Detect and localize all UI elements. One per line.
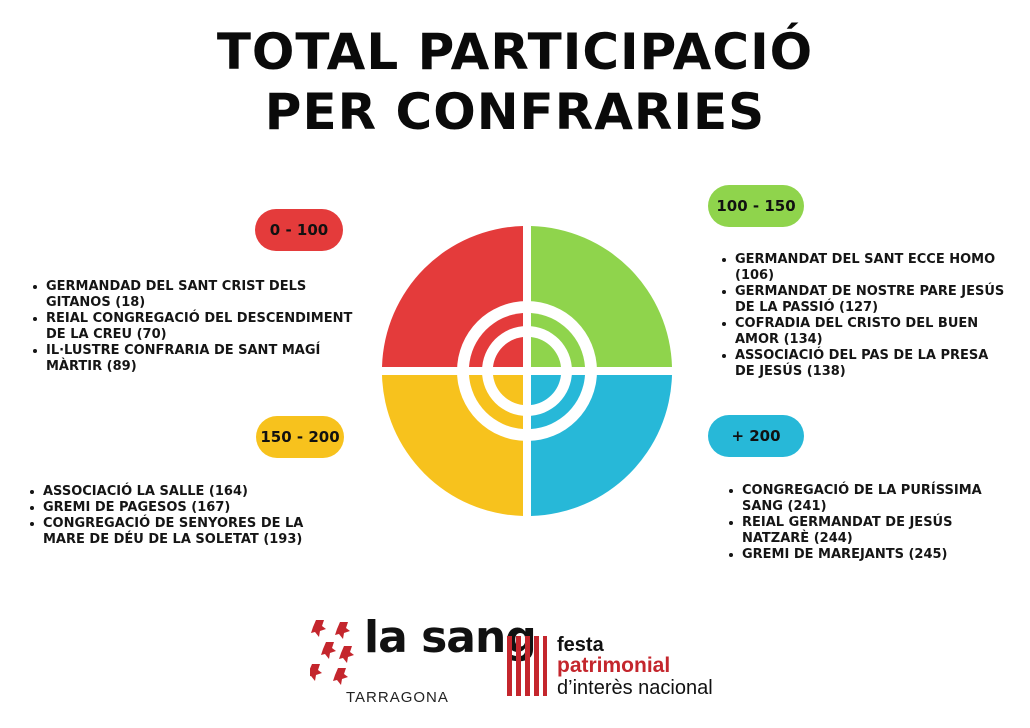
range-pill-0-100: 0 - 100	[255, 209, 343, 251]
group-list-100-150: GERMANDAT DEL SANT ECCE HOMO (106) GERMA…	[722, 252, 1012, 380]
list-item: GREMI DE MAREJANTS (245)	[729, 547, 999, 563]
wheel-core-red	[493, 337, 523, 367]
list-item: CONGREGACIÓ DE LA PURÍSSIMA SANG (241)	[729, 483, 999, 515]
title-line-2: PER CONFRARIES	[264, 83, 766, 141]
quadrant-wheel	[382, 226, 672, 516]
list-item: ASSOCIACIÓ LA SALLE (164)	[30, 484, 330, 500]
list-item: IL·LUSTRE CONFRARIA DE SANT MAGÍ MÀRTIR …	[33, 343, 353, 375]
page-title: TOTAL PARTICIPACIÓ PER CONFRARIES	[0, 22, 1030, 142]
wheel-core-green	[531, 337, 561, 367]
festa-line-3: d’interès nacional	[557, 677, 713, 699]
range-pill-label: 0 - 100	[269, 221, 329, 239]
group-list-0-100: GERMANDAD DEL SANT CRIST DELS GITANOS (1…	[33, 279, 353, 375]
lasang-emblem-icon	[310, 620, 354, 685]
title-line-1: TOTAL PARTICIPACIÓ	[216, 23, 814, 81]
range-pill-100-150: 100 - 150	[708, 185, 804, 227]
group-list-150-200: ASSOCIACIÓ LA SALLE (164) GREMI DE PAGES…	[30, 484, 330, 548]
list-item: ASSOCIACIÓ DEL PAS DE LA PRESA DE JESÚS …	[722, 348, 1012, 380]
tarragona-label: TARRAGONA	[346, 689, 449, 706]
wheel-core-blue	[531, 375, 561, 405]
range-pill-label: 150 - 200	[260, 428, 340, 446]
range-pill-200-plus: + 200	[708, 415, 804, 457]
list-item: GREMI DE PAGESOS (167)	[30, 500, 330, 516]
group-list-200-plus: CONGREGACIÓ DE LA PURÍSSIMA SANG (241) R…	[729, 483, 999, 563]
list-item: GERMANDAT DE NOSTRE PARE JESÚS DE LA PAS…	[722, 284, 1012, 316]
list-item: GERMANDAT DEL SANT ECCE HOMO (106)	[722, 252, 1012, 284]
range-pill-150-200: 150 - 200	[256, 416, 344, 458]
list-item: COFRADIA DEL CRISTO DEL BUEN AMOR (134)	[722, 316, 1012, 348]
range-pill-label: 100 - 150	[716, 197, 796, 215]
festa-bars-icon	[507, 636, 547, 696]
festa-line-1: festa	[557, 634, 604, 656]
range-pill-label: + 200	[731, 427, 781, 445]
list-item: REIAL CONGREGACIÓ DEL DESCENDIMENT DE LA…	[33, 311, 353, 343]
list-item: GERMANDAD DEL SANT CRIST DELS GITANOS (1…	[33, 279, 353, 311]
wheel-ring-inner	[482, 326, 572, 416]
list-item: CONGREGACIÓ DE SENYORES DE LA MARE DE DÉ…	[30, 516, 330, 548]
festa-line-2: patrimonial	[557, 654, 671, 677]
wheel-core-yellow	[493, 375, 523, 405]
list-item: REIAL GERMANDAT DE JESÚS NATZARÈ (244)	[729, 515, 999, 547]
